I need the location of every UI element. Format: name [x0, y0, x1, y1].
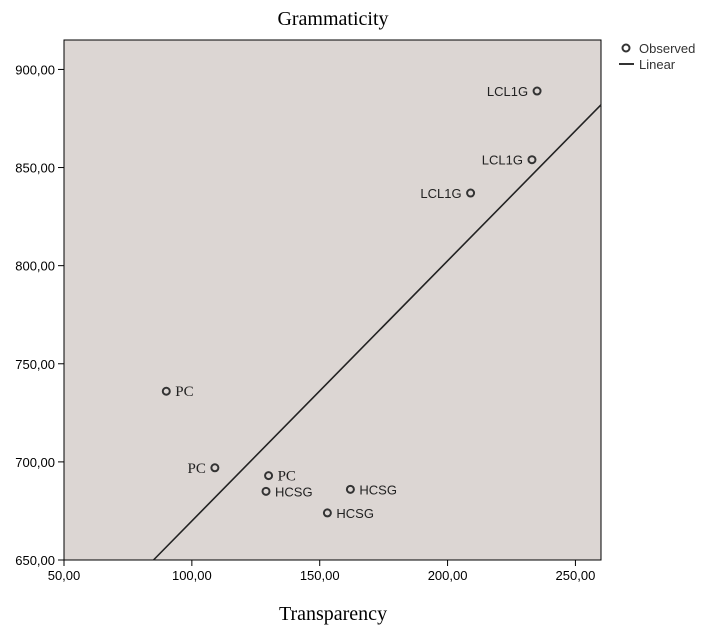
observed-point: [345, 484, 355, 494]
observed-point: [527, 155, 537, 165]
observed-point: [261, 486, 271, 496]
y-tick-label: 650,00: [15, 553, 55, 568]
x-tick-label: 50,00: [48, 568, 81, 583]
y-tick-label: 800,00: [15, 259, 55, 274]
x-tick-label: 100,00: [172, 568, 212, 583]
point-label: PC: [175, 384, 193, 400]
x-axis: 50,00 100,00 150,00 200,00 250,00: [48, 560, 596, 583]
point-label: LCL1G: [487, 84, 528, 99]
legend-observed-marker: [621, 43, 631, 53]
point-label: PC: [188, 461, 206, 477]
plot-area: [63, 39, 602, 561]
x-tick-label: 250,00: [556, 568, 596, 583]
legend-observed-label: Observed: [639, 41, 695, 56]
y-tick-label: 850,00: [15, 161, 55, 176]
observed-point: [322, 508, 332, 518]
linear-fit: [152, 104, 602, 561]
point-label: PC: [278, 469, 296, 485]
x-tick-label: 200,00: [428, 568, 468, 583]
observed-point: [466, 188, 476, 198]
x-axis-title: Transparency: [279, 603, 387, 625]
y-tick-label: 700,00: [15, 455, 55, 470]
point-label: HCSG: [275, 484, 313, 499]
point-label: HCSG: [336, 506, 374, 521]
point-label: HCSG: [359, 482, 397, 497]
observed-point: [210, 463, 220, 473]
y-axis: 650,00 700,00 750,00 800,00 850,00 900,00: [15, 62, 64, 568]
y-tick-label: 900,00: [15, 62, 55, 77]
y-tick-label: 750,00: [15, 357, 55, 372]
linear-fit-line: [152, 104, 602, 561]
point-label: LCL1G: [482, 153, 523, 168]
legend: Observed Linear: [619, 41, 695, 72]
point-label: LCL1G: [420, 186, 461, 201]
observed-point: [161, 386, 171, 396]
chart-title: Grammaticity: [277, 8, 388, 30]
legend-linear-label: Linear: [639, 57, 676, 72]
observed-points: [161, 86, 542, 518]
x-tick-label: 150,00: [300, 568, 340, 583]
observed-point: [532, 86, 542, 96]
observed-point: [264, 471, 274, 481]
